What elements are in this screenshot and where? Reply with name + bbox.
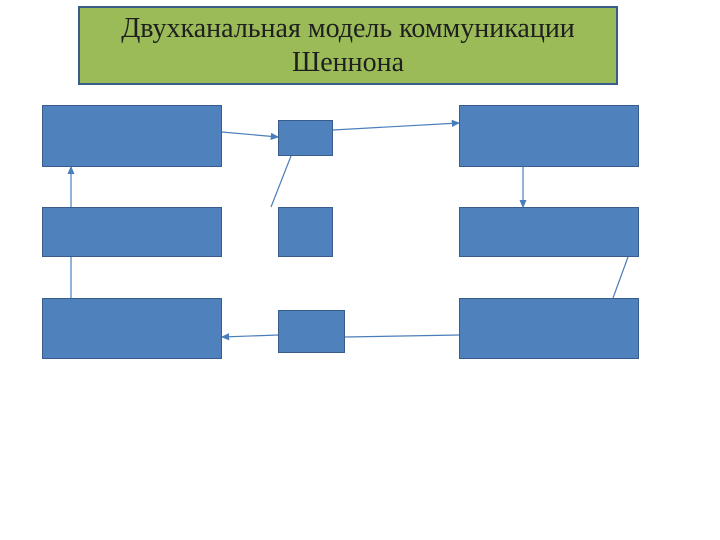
title-text: Двухканальная модель коммуникации Шеннон… xyxy=(80,12,616,79)
node-n5 xyxy=(278,207,333,257)
edge-6 xyxy=(613,257,628,298)
title-box: Двухканальная модель коммуникации Шеннон… xyxy=(78,6,618,85)
edge-8 xyxy=(345,335,459,337)
node-n6 xyxy=(459,207,639,257)
node-n2 xyxy=(278,120,333,156)
edge-7 xyxy=(222,335,278,337)
node-n7 xyxy=(42,298,222,359)
node-n4 xyxy=(42,207,222,257)
node-n8 xyxy=(278,310,345,353)
node-n1 xyxy=(42,105,222,167)
node-n3 xyxy=(459,105,639,167)
edge-0 xyxy=(222,132,278,137)
edge-3 xyxy=(271,156,291,207)
edge-1 xyxy=(333,123,459,130)
node-n9 xyxy=(459,298,639,359)
